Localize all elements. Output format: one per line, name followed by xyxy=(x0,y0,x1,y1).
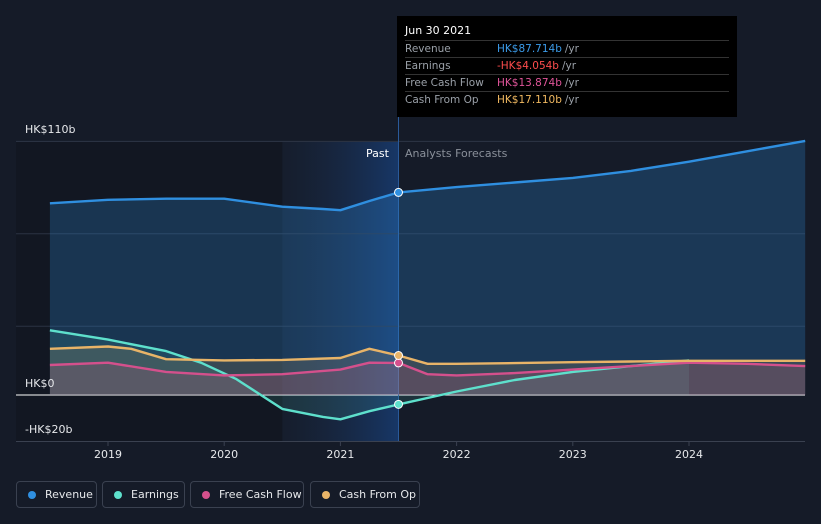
free-cash-flow-dot-icon xyxy=(202,491,210,499)
legend-label: Free Cash Flow xyxy=(219,488,302,501)
tooltip-row-cash-from-op: Cash From Op HK$17.110b/yr xyxy=(405,91,729,109)
legend-label: Revenue xyxy=(45,488,93,501)
tooltip-label: Revenue xyxy=(405,43,451,55)
past-highlight-band xyxy=(282,141,399,441)
revenue-dot-icon xyxy=(28,491,36,499)
free-cash-flow-area xyxy=(49,362,806,395)
legend-item-free-cash-flow[interactable]: Free Cash Flow xyxy=(190,481,304,508)
tooltip-row-earnings: Earnings -HK$4.054b/yr xyxy=(405,57,729,75)
free-cash-flow-line xyxy=(49,361,806,377)
tooltip-value: HK$13.874b/yr xyxy=(497,77,579,89)
tooltip-value: HK$87.714b/yr xyxy=(497,43,579,55)
x-tick-label: 2023 xyxy=(559,448,587,461)
y-tick-label-bottom: -HK$20b xyxy=(25,423,73,436)
past-background xyxy=(16,141,283,441)
revenue-highlight-point xyxy=(394,187,403,197)
x-tick-label: 2020 xyxy=(210,448,238,461)
x-tick-label: 2024 xyxy=(675,448,703,461)
earnings-dot-icon xyxy=(114,491,122,499)
tooltip-value: -HK$4.054b/yr xyxy=(497,60,577,72)
cash-from-op-dot-icon xyxy=(322,491,330,499)
past-label: Past xyxy=(366,147,389,160)
x-tick-label: 2022 xyxy=(443,448,471,461)
revenue-line xyxy=(49,139,806,212)
forecast-label: Analysts Forecasts xyxy=(405,147,508,160)
legend-item-cash-from-op[interactable]: Cash From Op xyxy=(310,481,420,508)
x-tick-label: 2021 xyxy=(326,448,354,461)
legend-label: Cash From Op xyxy=(339,488,417,501)
tooltip-date: Jun 30 2021 xyxy=(405,24,472,37)
cash-from-op-highlight-point xyxy=(394,350,403,360)
earnings-highlight-point xyxy=(394,399,403,409)
tooltip-value: HK$17.110b/yr xyxy=(497,94,579,106)
cash-from-op-area xyxy=(49,346,806,395)
revenue-area xyxy=(49,140,806,395)
y-tick-label-top: HK$110b xyxy=(25,123,76,136)
tooltip-row-free-cash-flow: Free Cash Flow HK$13.874b/yr xyxy=(405,74,729,92)
y-tick-label-zero: HK$0 xyxy=(25,377,55,390)
tooltip-row-revenue: Revenue HK$87.714b/yr xyxy=(405,40,729,58)
earnings-area xyxy=(49,330,689,420)
legend-item-earnings[interactable]: Earnings xyxy=(102,481,185,508)
x-tick-label: 2019 xyxy=(94,448,122,461)
tooltip-label: Free Cash Flow xyxy=(405,77,484,89)
earnings-line xyxy=(49,329,690,421)
free-cash-flow-highlight-point xyxy=(394,358,403,368)
legend-label: Earnings xyxy=(131,488,179,501)
tooltip-label: Earnings xyxy=(405,60,451,72)
tooltip: Jun 30 2021 Revenue HK$87.714b/yr Earnin… xyxy=(397,16,737,117)
tooltip-label: Cash From Op xyxy=(405,94,479,106)
legend-item-revenue[interactable]: Revenue xyxy=(16,481,97,508)
